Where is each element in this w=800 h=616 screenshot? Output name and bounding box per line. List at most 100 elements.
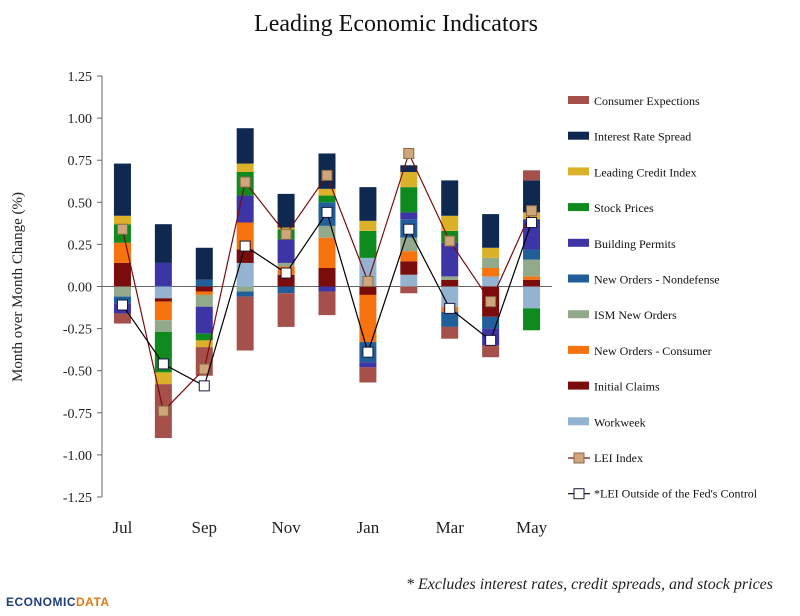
bar-segment [318, 267, 336, 287]
bar-segment [523, 308, 541, 331]
lei-outside-fed-marker [321, 206, 333, 218]
bar-segment [113, 313, 131, 324]
lei-outside-fed-marker [403, 223, 415, 235]
bar-segment [236, 163, 254, 172]
bar-segment [482, 316, 500, 329]
y-tick-label: 1.00 [68, 112, 93, 127]
bar-segment [236, 128, 254, 164]
economicdata-logo: ECONOMICDATA [6, 595, 110, 609]
bar-segment [195, 279, 213, 287]
bar-segment [441, 180, 459, 216]
bar-segment [236, 262, 254, 287]
bar-segment [482, 345, 500, 358]
legend-swatch [568, 167, 589, 176]
legend-label: Workweek [594, 415, 646, 429]
bar-segment [359, 367, 377, 383]
legend-label: Building Permits [594, 237, 676, 251]
lei-outside-fed-marker [239, 240, 251, 252]
bar-segment [113, 262, 131, 287]
lei-outside-fed-marker [526, 217, 538, 229]
x-tick-label: Nov [271, 518, 301, 537]
bar-segment [277, 193, 295, 228]
legend-label: LEI Index [594, 451, 643, 465]
bar-segment [441, 279, 459, 287]
lei-index-marker [526, 205, 538, 217]
bar-segment [277, 286, 295, 294]
logo-part-1: ECONOMIC [6, 595, 76, 609]
lei-outside-fed-marker [157, 358, 169, 370]
bar-segment [482, 267, 500, 277]
bar-segment [277, 239, 295, 263]
bar-segment [441, 242, 459, 277]
x-tick-label: Mar [436, 518, 465, 537]
legend-swatch [568, 96, 589, 104]
legend-swatch [568, 381, 589, 390]
bar-segment [195, 306, 213, 334]
legend-swatch [568, 310, 589, 319]
lei-outside-fed-marker [198, 380, 210, 392]
bar-segment [236, 286, 254, 292]
bar-segment [482, 276, 500, 287]
bar-segment [400, 171, 418, 188]
lei-outside-fed-marker [116, 299, 128, 311]
bar-segment [154, 298, 172, 302]
legend-marker-swatch [573, 488, 585, 500]
legend-swatch [568, 345, 589, 354]
bar-segment [400, 212, 418, 220]
lei-index-marker [403, 147, 415, 159]
bar-segment [359, 362, 377, 368]
lei-index-marker [239, 176, 251, 188]
legend-label: *LEI Outside of the Fed's Control [594, 487, 758, 501]
x-tick-label: Jan [357, 518, 380, 537]
bar-segment [359, 294, 377, 343]
bar-segment [154, 301, 172, 321]
lei-outside-fed-marker [362, 346, 374, 358]
lei-index-marker [116, 223, 128, 235]
bar-segment [195, 340, 213, 348]
bar-segment [482, 214, 500, 248]
bar-segment [154, 320, 172, 332]
bar-segment [400, 286, 418, 294]
bar-segment [400, 261, 418, 275]
legend-label: Stock Prices [594, 201, 654, 215]
bar-segment [359, 286, 377, 295]
bar-segment [523, 170, 541, 181]
bar-segment [441, 286, 459, 307]
logo-part-2: DATA [76, 595, 110, 609]
y-tick-label: 0.50 [68, 196, 93, 211]
lei-outside-fed-marker [280, 267, 292, 279]
y-tick-label: -1.25 [63, 491, 92, 506]
legend-label: Consumer Expections [594, 94, 700, 108]
legend-swatch [568, 238, 589, 247]
bar-segment [236, 291, 254, 297]
legend-swatch [568, 274, 589, 283]
bar-segment [277, 274, 295, 287]
bar-segment [523, 249, 541, 260]
bar-segment [154, 262, 172, 287]
y-tick-label: 0.25 [68, 238, 93, 253]
legend-swatch [568, 131, 589, 140]
x-tick-label: Sep [192, 518, 218, 537]
bar-segment [359, 220, 377, 231]
legend-label: Initial Claims [594, 380, 660, 394]
bar-segment [523, 286, 541, 309]
bar-segment [318, 195, 336, 203]
bar-segment [318, 188, 336, 196]
bar-segment [482, 257, 500, 268]
bar-segment [113, 286, 131, 297]
legend-label: Leading Credit Index [594, 165, 697, 179]
bar-segment [318, 286, 336, 292]
lei-index-marker [157, 405, 169, 417]
y-tick-label: 0.75 [68, 154, 93, 169]
legend-label: ISM New Orders [594, 308, 677, 322]
lei-index-marker [362, 275, 374, 287]
y-tick-label: -0.50 [63, 365, 92, 380]
bar-segment [154, 372, 172, 385]
x-tick-label: May [516, 518, 548, 537]
bar-segment [277, 293, 295, 327]
y-tick-label: 1.25 [68, 70, 93, 85]
bar-segment [441, 276, 459, 280]
y-tick-label: -0.25 [63, 323, 92, 338]
bar-segment [359, 230, 377, 258]
